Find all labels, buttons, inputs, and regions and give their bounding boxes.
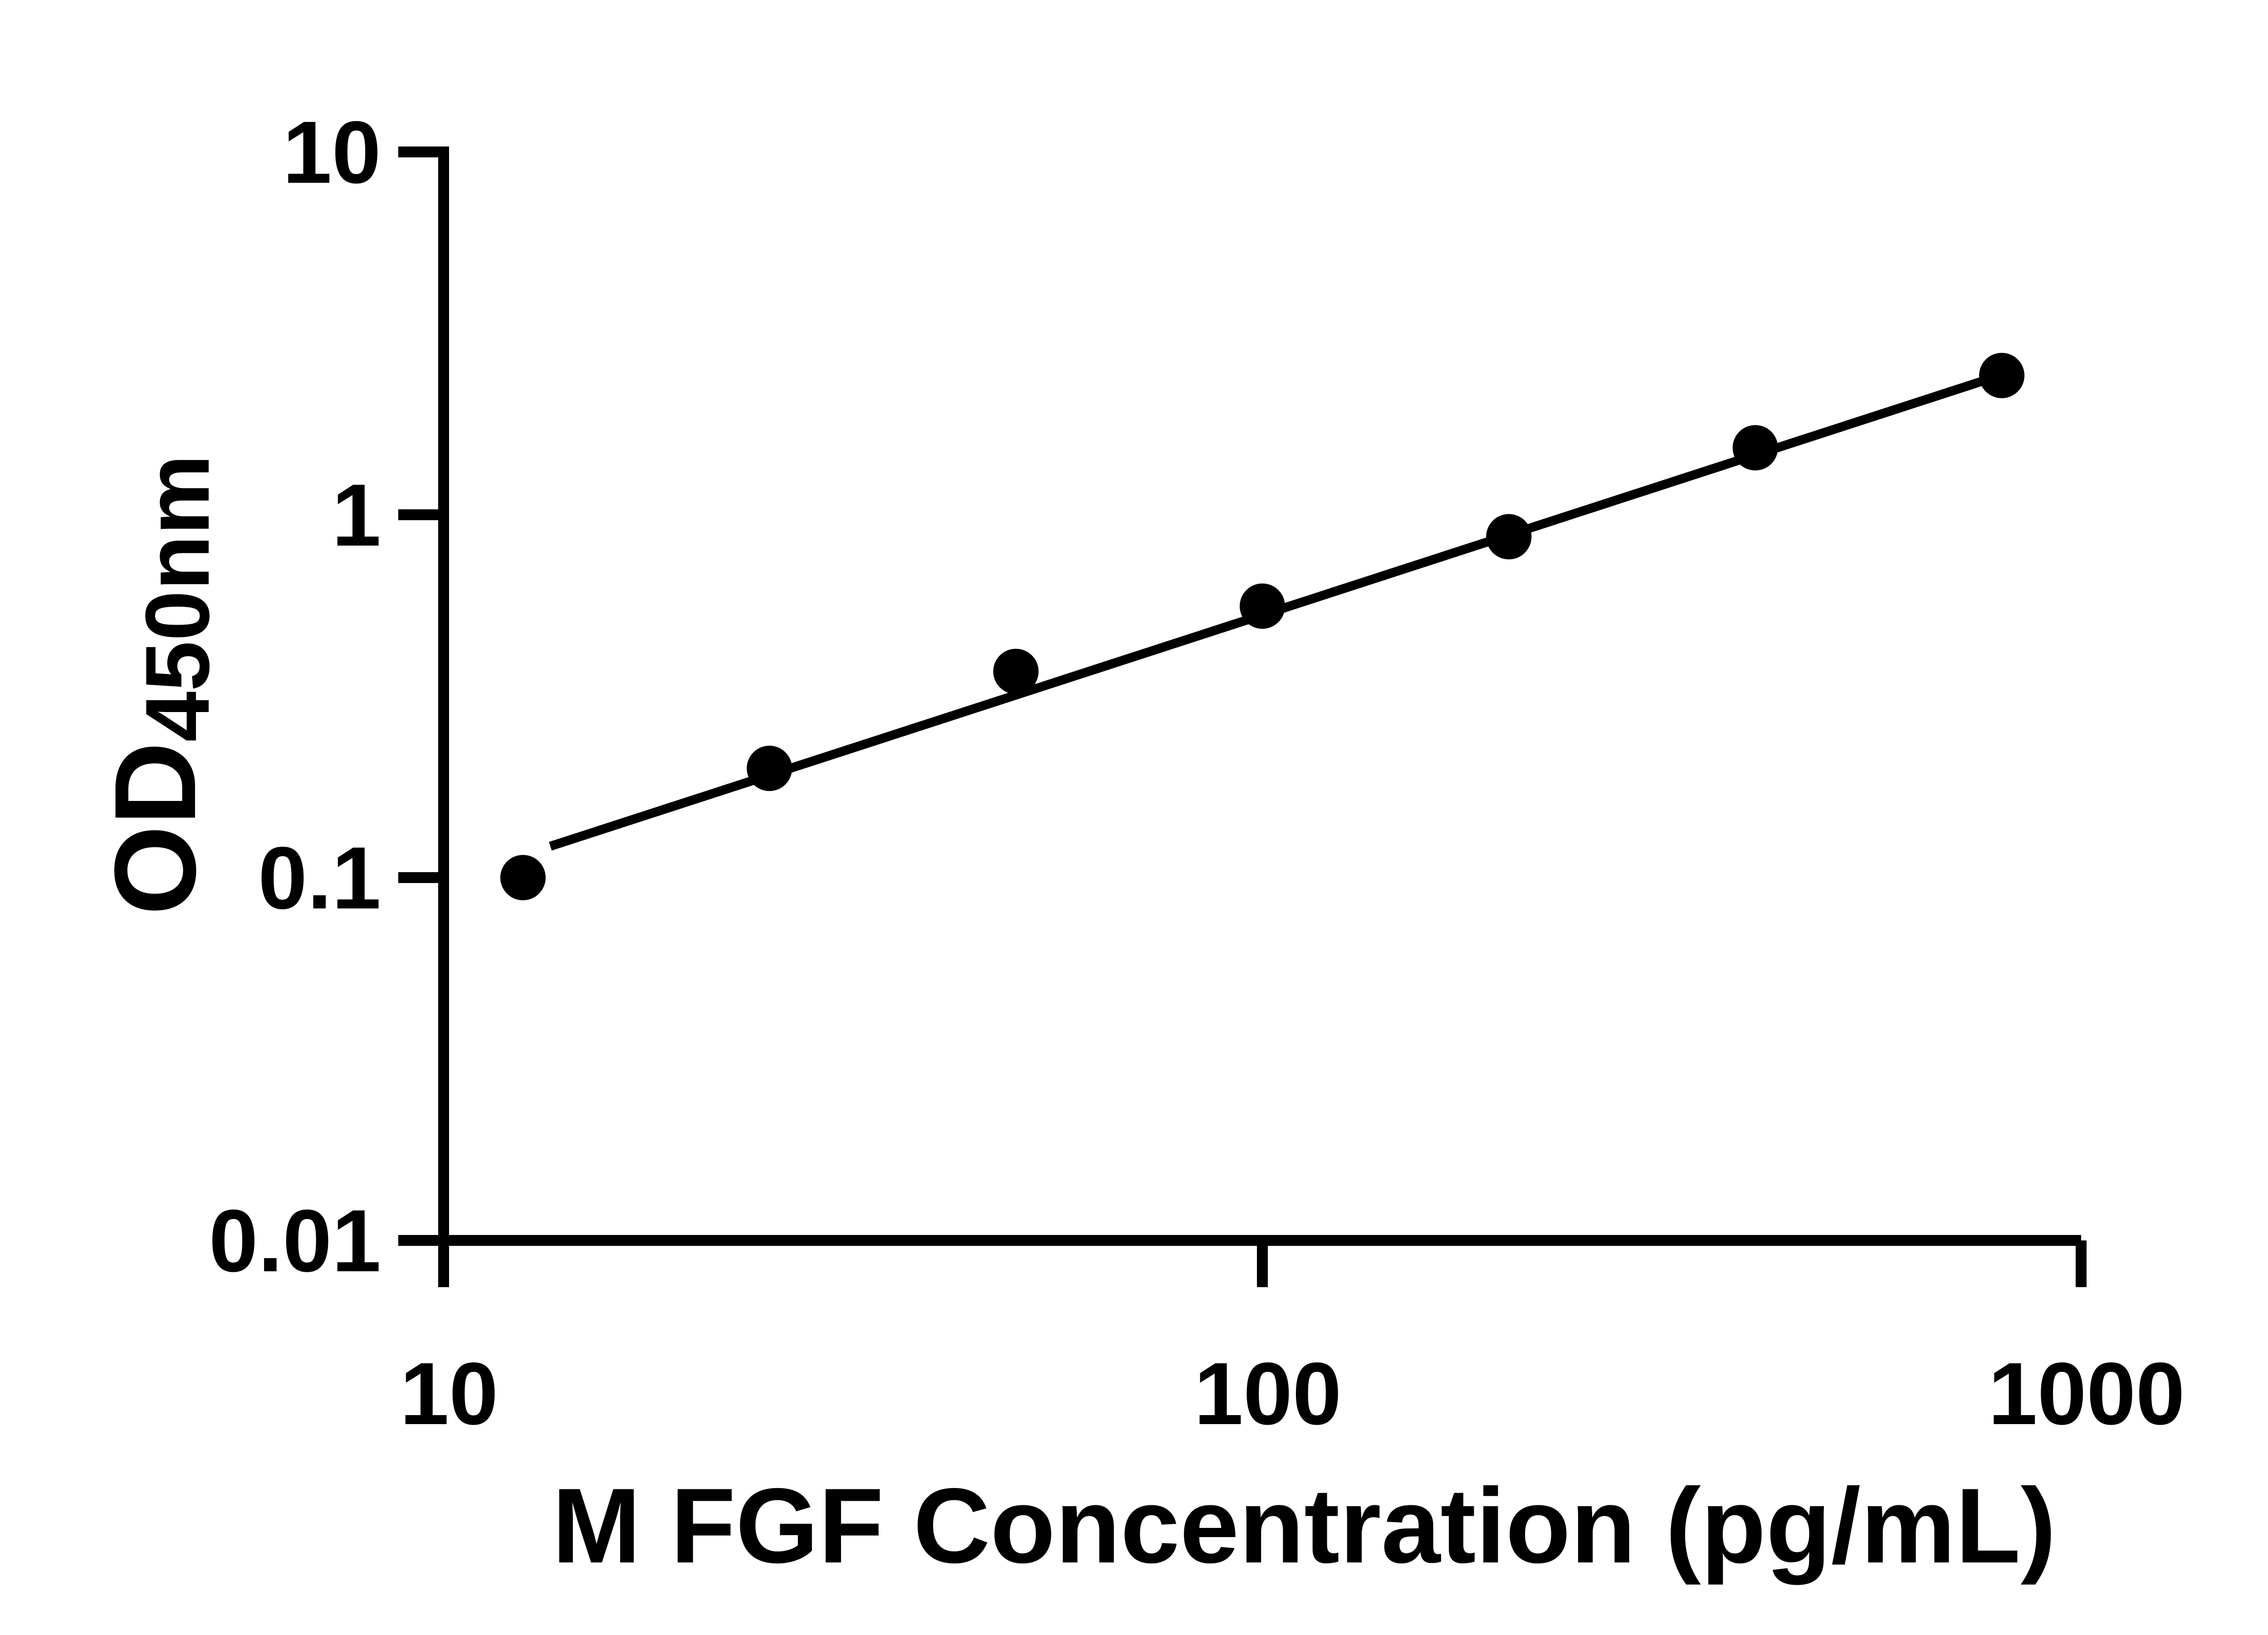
data-point-4 bbox=[1486, 514, 1532, 560]
x-tick-label-0: 10 bbox=[400, 1344, 499, 1443]
y-tick-label-2: 0.1 bbox=[258, 829, 381, 927]
y-tick-label-3: 0.01 bbox=[209, 1191, 381, 1290]
y-axis-title-subscript: 450nm bbox=[127, 454, 228, 742]
y-axis-title-base: OD bbox=[91, 742, 220, 916]
data-point-3 bbox=[1240, 583, 1285, 629]
x-tick-label-2: 1000 bbox=[1988, 1344, 2185, 1443]
data-point-6 bbox=[1979, 352, 2025, 398]
data-point-1 bbox=[747, 746, 792, 791]
y-tick-label-1: 1 bbox=[332, 466, 381, 565]
y-tick-label-0: 10 bbox=[283, 103, 381, 202]
data-point-5 bbox=[1732, 425, 1778, 471]
data-point-2 bbox=[993, 649, 1039, 694]
x-tick-label-1: 100 bbox=[1194, 1344, 1341, 1443]
y-axis-title: OD450nm bbox=[91, 454, 228, 915]
data-point-0 bbox=[500, 855, 546, 900]
x-axis-title: M FGF Concentration (pg/mL) bbox=[552, 1466, 2056, 1585]
